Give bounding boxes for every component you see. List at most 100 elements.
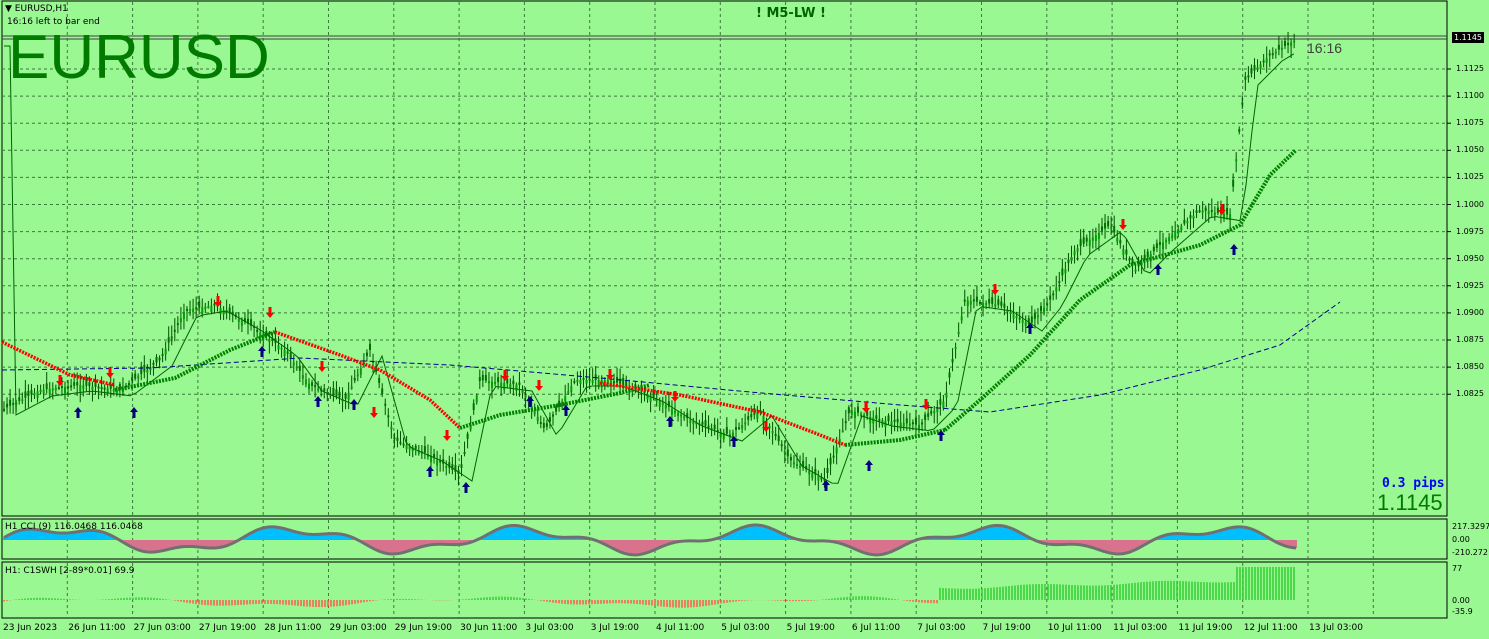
candle-body bbox=[487, 381, 490, 384]
candle-body bbox=[1268, 53, 1271, 56]
candle-body bbox=[613, 381, 615, 384]
candle-body bbox=[832, 455, 835, 458]
candle-body bbox=[588, 378, 591, 381]
candle-body bbox=[9, 399, 12, 406]
candle-body bbox=[1177, 229, 1180, 234]
candle-body bbox=[112, 389, 115, 392]
candle-body bbox=[1155, 243, 1158, 249]
candle-body bbox=[908, 423, 911, 426]
candle-body bbox=[1271, 53, 1274, 56]
candle-body bbox=[204, 306, 207, 310]
candle-body bbox=[283, 349, 286, 357]
candle-body bbox=[704, 420, 707, 426]
candle-body bbox=[1250, 69, 1253, 74]
candle-body bbox=[387, 415, 390, 418]
candle-body bbox=[1253, 65, 1256, 71]
price-axis-label: 1.0975 bbox=[1456, 226, 1484, 236]
candle-body bbox=[826, 467, 829, 473]
candle-body bbox=[3, 408, 5, 411]
candle-body bbox=[924, 414, 927, 420]
candle-body bbox=[134, 373, 137, 379]
current-price-tag: 1.1145 bbox=[1452, 32, 1484, 43]
candle-body bbox=[298, 365, 301, 371]
candle-body bbox=[408, 446, 411, 450]
candle-body bbox=[280, 347, 283, 350]
candle-body bbox=[30, 390, 33, 395]
candle-body bbox=[789, 457, 792, 461]
candle-body bbox=[405, 444, 408, 449]
candle-body bbox=[140, 368, 143, 375]
chart-menu-triangle-icon[interactable]: ▼ bbox=[5, 4, 12, 14]
candle-body bbox=[1119, 240, 1122, 244]
cci-label-min: -210.272 bbox=[1452, 548, 1488, 557]
candle-body bbox=[1195, 210, 1198, 214]
candle-body bbox=[195, 307, 198, 310]
candle-body bbox=[841, 430, 844, 433]
candle-body bbox=[1165, 239, 1168, 243]
candle-body bbox=[42, 389, 45, 394]
candle-body bbox=[51, 388, 54, 391]
buy-arrow-icon bbox=[937, 430, 945, 441]
candle-body bbox=[176, 323, 179, 326]
candle-body bbox=[643, 390, 646, 393]
cci-panel-title: H1 CCI (9) 116.0468 116.0468 bbox=[5, 522, 143, 532]
candle-body bbox=[564, 396, 567, 402]
candle-body bbox=[213, 303, 216, 306]
cci-label-max: 217.3297 bbox=[1452, 522, 1489, 531]
candle-body bbox=[548, 417, 551, 422]
sell-arrow-icon bbox=[922, 399, 930, 410]
candle-body bbox=[930, 410, 933, 414]
candle-body bbox=[759, 410, 762, 413]
candle-body bbox=[155, 356, 158, 363]
candle-body bbox=[390, 426, 393, 430]
candle-body bbox=[39, 389, 42, 392]
candle-body bbox=[335, 389, 338, 397]
candle-body bbox=[1049, 295, 1052, 300]
candle-body bbox=[1140, 263, 1143, 266]
candle-body bbox=[1088, 239, 1091, 247]
candle-body bbox=[509, 383, 512, 388]
candle-body bbox=[423, 446, 426, 453]
candle-body bbox=[128, 383, 131, 386]
candle-body bbox=[747, 416, 750, 420]
candle-body bbox=[1113, 225, 1116, 233]
candle-body bbox=[350, 386, 353, 389]
candle-body bbox=[277, 345, 280, 350]
candle-body bbox=[1055, 287, 1058, 292]
candle-body bbox=[756, 412, 759, 419]
buy-arrow-icon bbox=[350, 399, 358, 410]
candle-body bbox=[939, 399, 942, 405]
candle-body bbox=[64, 386, 66, 394]
candle-body bbox=[911, 422, 914, 425]
candle-body bbox=[54, 388, 57, 391]
candle-body bbox=[893, 419, 896, 422]
candle-body bbox=[1287, 43, 1290, 46]
time-axis-label: 12 Jul 11:00 bbox=[1243, 623, 1298, 633]
price-axis-label: 1.0925 bbox=[1456, 280, 1484, 290]
buy-arrow-icon bbox=[562, 405, 570, 416]
candle-body bbox=[228, 307, 231, 314]
candle-body bbox=[890, 421, 893, 426]
candle-body bbox=[1104, 223, 1107, 229]
candle-body bbox=[97, 386, 100, 389]
price-axis-label: 1.1050 bbox=[1456, 145, 1484, 155]
candle-body bbox=[695, 422, 698, 425]
candle-body bbox=[945, 392, 948, 398]
candle-body bbox=[100, 387, 103, 390]
candle-body bbox=[6, 403, 9, 408]
candle-body bbox=[835, 447, 838, 454]
time-axis-label: 7 Jul 19:00 bbox=[982, 623, 1031, 633]
candle-body bbox=[70, 385, 73, 388]
buy-arrow-icon bbox=[74, 407, 82, 418]
candle-body bbox=[942, 401, 945, 409]
candle-body bbox=[1229, 214, 1232, 221]
candle-body bbox=[948, 372, 951, 378]
candle-body bbox=[1101, 226, 1103, 231]
time-axis-label: 23 Jun 2023 bbox=[3, 623, 58, 633]
time-axis-label: 11 Jul 03:00 bbox=[1113, 623, 1168, 633]
candle-body bbox=[88, 382, 91, 387]
ma-slow-line bbox=[1, 301, 1341, 413]
candle-body bbox=[85, 379, 88, 386]
candle-body bbox=[966, 300, 969, 307]
